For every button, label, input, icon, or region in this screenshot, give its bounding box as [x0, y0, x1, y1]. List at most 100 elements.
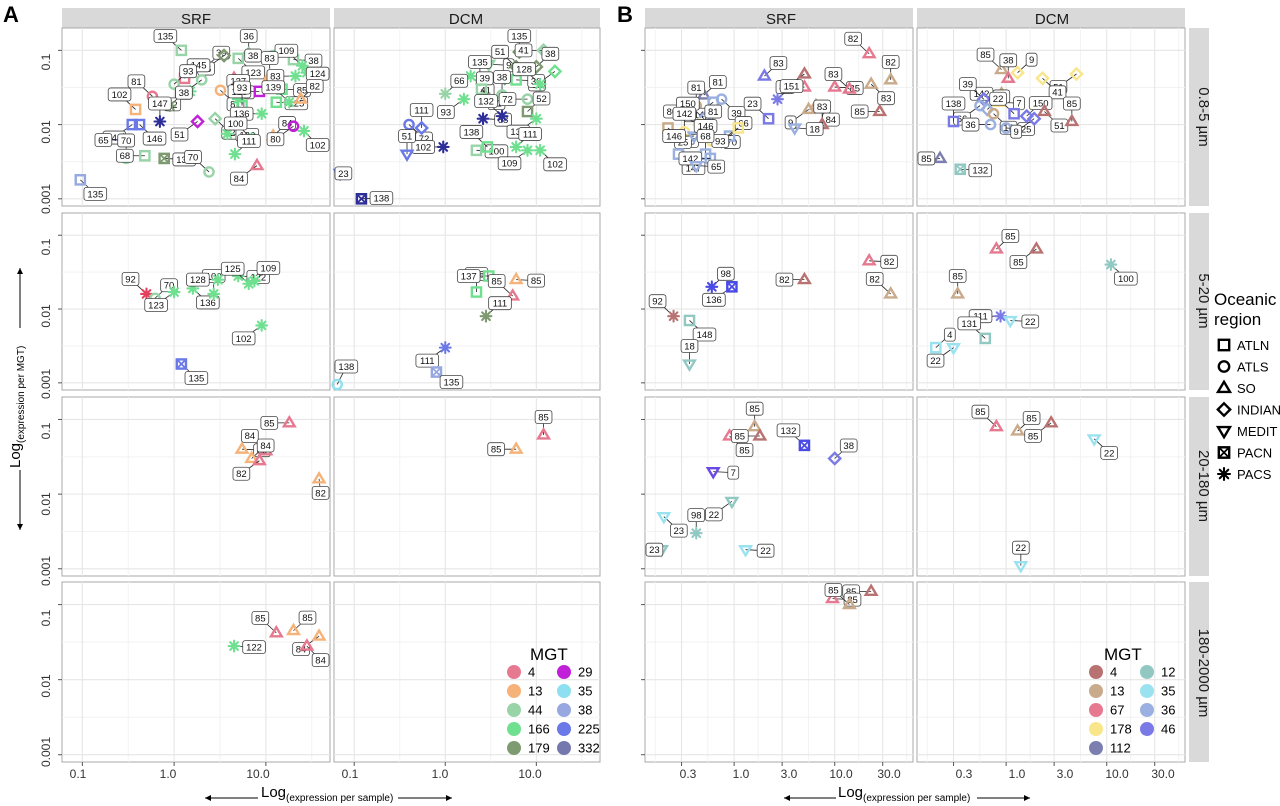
data-point: 22	[738, 543, 775, 558]
point-label: 22	[993, 94, 1004, 105]
label-box	[1028, 96, 1053, 111]
mgt-legend-item: 38	[557, 703, 592, 718]
point-label: 142	[676, 109, 692, 120]
point-label: 102	[112, 90, 128, 101]
point-label: 147	[686, 164, 702, 175]
data-point: 98	[687, 508, 706, 540]
point-label: 82	[236, 469, 247, 480]
data-point: 83	[824, 67, 857, 94]
mgt-legend-label: 225	[578, 722, 600, 737]
data-point: 9	[1010, 52, 1038, 80]
point-label: 23	[338, 169, 349, 180]
label-box	[493, 70, 511, 84]
data-point: 85	[917, 150, 948, 166]
mgt-legend-label: 12	[1161, 665, 1175, 680]
point-label: 52	[536, 94, 547, 105]
label-box	[865, 272, 884, 286]
point-label: 23	[747, 99, 758, 110]
label-box	[1025, 52, 1038, 67]
point-label: 82	[885, 57, 896, 68]
point-label: 85	[921, 154, 932, 165]
data-point: 23	[645, 542, 670, 558]
point-label: 36	[965, 120, 976, 131]
facet-panel	[333, 27, 601, 207]
point-label: 84	[245, 431, 256, 442]
mgt-swatch	[557, 684, 571, 698]
x-tick: 0.3	[680, 767, 697, 781]
mgt-legend-a: MGT 4 29 13 35 44 38 166 225 179 332	[507, 645, 600, 756]
data-point: 23	[332, 166, 353, 182]
x-axis-title-text: Log(expression per sample)	[261, 784, 393, 804]
strip-dcm-a: DCM	[449, 11, 483, 28]
x-tick: 1.0	[733, 767, 750, 781]
point-label: 93	[237, 83, 248, 94]
x-axis-title-text: Log(expression per sample)	[838, 784, 970, 804]
data-point: 85	[731, 428, 768, 443]
data-point: 85	[487, 441, 524, 457]
label-box	[971, 404, 990, 419]
x-axis-title-b: Log(expression per sample)	[784, 784, 1030, 804]
point-label: 100	[489, 147, 505, 158]
row-strip-4: 180-2000 µm	[1195, 629, 1212, 718]
data-point: 135	[153, 29, 188, 57]
point-label: 138	[463, 127, 479, 138]
label-box	[541, 46, 560, 61]
point-label: 102	[236, 334, 252, 345]
point-label: 131	[961, 319, 977, 330]
label-box	[1024, 428, 1042, 443]
data-point: 22	[1012, 540, 1030, 574]
point-label: 22	[1104, 448, 1115, 459]
point-label: 70	[121, 136, 132, 147]
facet-row-strip	[1189, 28, 1209, 206]
data-point: 131	[957, 316, 992, 345]
point-label: 83	[270, 71, 281, 82]
mgt-swatch	[1089, 665, 1103, 679]
facet-panel	[58, 581, 331, 766]
label-box	[415, 353, 440, 368]
label-box	[256, 438, 275, 453]
label-box	[702, 292, 726, 307]
label-box	[850, 104, 869, 119]
point-label: 82	[869, 274, 880, 285]
facet-panel	[333, 212, 601, 391]
label-box	[1021, 314, 1040, 329]
point-label: 7	[1016, 99, 1021, 110]
label-box	[704, 104, 723, 119]
mgt-swatch	[1140, 684, 1154, 698]
data-point: 109	[247, 261, 281, 288]
point-label: 148	[697, 330, 713, 341]
data-point: 22	[1002, 314, 1040, 329]
label-box	[1022, 411, 1041, 425]
data-point: 111	[415, 341, 452, 368]
label-box	[121, 272, 140, 286]
point-label: 22	[709, 510, 720, 521]
label-box	[260, 415, 279, 430]
data-point: 85	[508, 271, 545, 288]
point-label: 84	[282, 118, 293, 129]
data-point: 125	[220, 261, 256, 291]
mgt-legend-item: 36	[1140, 703, 1175, 718]
label-box	[241, 428, 259, 443]
label-box	[692, 327, 717, 342]
label-box	[717, 266, 735, 281]
label-box	[398, 129, 416, 144]
label-box	[534, 410, 553, 424]
point-label: 109	[502, 159, 518, 170]
oceanic-region-legend: Oceanic region ATLN ATLS SO INDIAN MEDIT PACN…	[1214, 290, 1280, 482]
label-box	[498, 92, 517, 107]
data-point: 82	[865, 272, 899, 299]
y-tick: 0.001	[39, 369, 53, 399]
point-label: 85	[975, 407, 986, 418]
label-box	[491, 44, 509, 59]
label-box	[231, 331, 256, 346]
mgt-legend-label: 44	[528, 703, 542, 718]
point-label: 135	[157, 31, 173, 42]
data-point: 82	[844, 31, 877, 59]
label-box	[839, 438, 858, 453]
legend-item-pacn: PACN	[1217, 446, 1272, 461]
label-box	[727, 465, 740, 480]
point-label: 82	[779, 275, 790, 286]
point-label: 146	[666, 131, 682, 142]
label-box	[409, 103, 434, 117]
point-label: 38	[179, 88, 190, 99]
